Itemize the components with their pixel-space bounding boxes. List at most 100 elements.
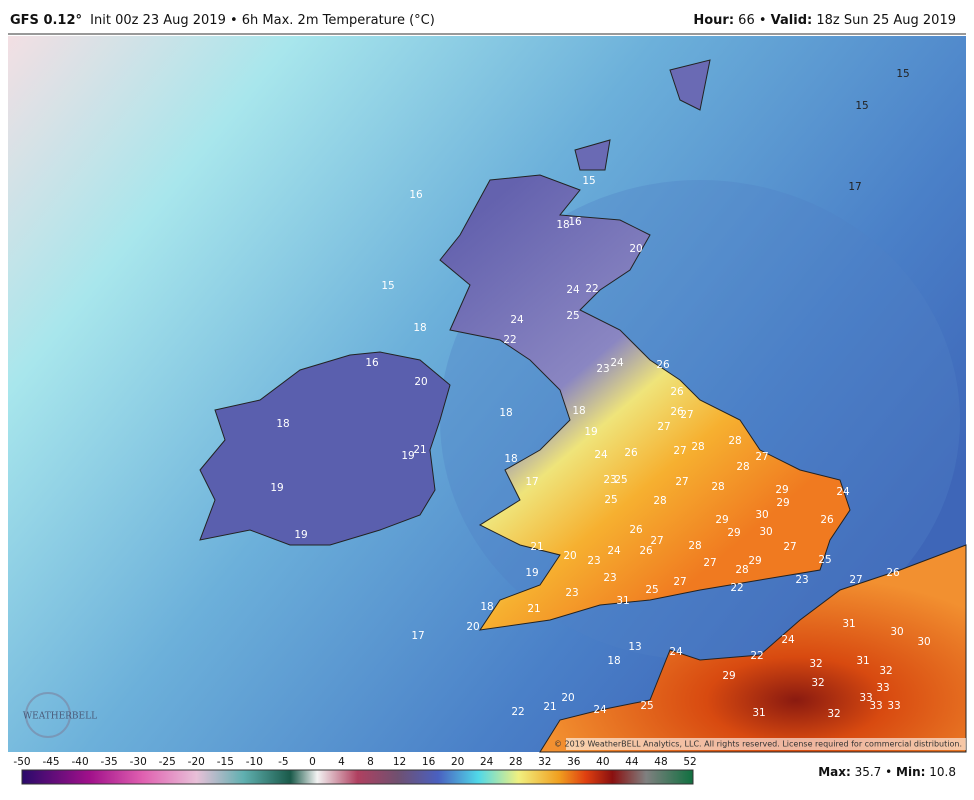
temp-label: 33 [876, 682, 889, 694]
temp-label: 17 [525, 476, 538, 488]
temp-label: 27 [673, 576, 686, 588]
temp-label: 27 [675, 476, 688, 488]
temp-label: 27 [657, 421, 670, 433]
temp-label: 23 [603, 474, 616, 486]
temp-label: 18 [504, 453, 517, 465]
temp-label: 20 [561, 692, 574, 704]
temp-label: 26 [624, 447, 638, 459]
temp-label: 15 [381, 280, 394, 292]
map: WEATHERBELL © 2019 WeatherBELL Analytics… [8, 36, 967, 753]
temp-label: 27 [783, 541, 796, 553]
temp-label: 26 [670, 406, 684, 418]
great-britain [439, 174, 851, 631]
header: GFS 0.12° Init 00z 23 Aug 2019 • 6h Max.… [10, 13, 435, 28]
colorbar-tick: -10 [246, 756, 263, 768]
temp-label: 24 [781, 634, 795, 646]
temp-label: 24 [607, 545, 621, 557]
temp-label: 27 [703, 557, 716, 569]
temp-label: 19 [525, 567, 538, 579]
temp-label: 29 [722, 670, 735, 682]
colorbar-tick: 48 [654, 756, 667, 768]
logo-mark [25, 692, 71, 738]
temp-label: 13 [628, 641, 641, 653]
temp-label: 32 [879, 665, 892, 677]
temp-label: 19 [270, 482, 283, 494]
temp-label: 30 [759, 526, 772, 538]
temp-label: 26 [656, 359, 670, 371]
temp-label: 33 [887, 700, 900, 712]
temp-label: 24 [593, 704, 607, 716]
temp-label: 31 [842, 618, 855, 630]
colorbar-tick: -25 [159, 756, 176, 768]
temp-label: 18 [607, 655, 620, 667]
temp-label: 31 [616, 595, 629, 607]
colorbar-tick: 20 [451, 756, 464, 768]
temp-label: 22 [585, 283, 598, 295]
colorbar [21, 769, 694, 785]
temp-label: 15 [582, 175, 595, 187]
valid-label: Valid: [771, 13, 813, 28]
temp-label: 25 [566, 310, 579, 322]
temp-label: 28 [736, 461, 749, 473]
colorbar-tick: 8 [367, 756, 374, 768]
logo: WEATHERBELL [23, 712, 97, 722]
temp-label: 16 [568, 216, 582, 228]
colorbar-tick: 12 [393, 756, 406, 768]
temp-label: 24 [836, 486, 850, 498]
temp-label: 21 [527, 603, 540, 615]
temp-label: 27 [650, 535, 663, 547]
colorbar-tick: 16 [422, 756, 436, 768]
copyright-bg [566, 738, 966, 750]
temp-label: 32 [827, 708, 840, 720]
temp-label: 23 [565, 587, 578, 599]
temp-label: 28 [728, 435, 741, 447]
colorbar-tick: -15 [217, 756, 234, 768]
colorbar-tick: 0 [309, 756, 316, 768]
temp-label: 32 [809, 658, 822, 670]
temp-label: 24 [510, 314, 524, 326]
footer: Max: 35.7 • Min: 10.8 [818, 765, 956, 779]
temp-label: 23 [596, 363, 609, 375]
temp-label: 33 [869, 700, 882, 712]
temp-label: 30 [755, 509, 768, 521]
colorbar-tick: -20 [188, 756, 205, 768]
colorbar-tick: 4 [338, 756, 345, 768]
temp-label: 29 [748, 555, 761, 567]
temp-label: 32 [811, 677, 824, 689]
temp-label: 27 [755, 451, 768, 463]
temp-label: 16 [365, 357, 379, 369]
orkney [574, 139, 611, 171]
hour-label: Hour: [693, 13, 734, 28]
temp-label: 24 [669, 646, 683, 658]
temp-label: 18 [413, 322, 426, 334]
temp-label: 24 [594, 449, 608, 461]
temp-label: 17 [848, 181, 861, 193]
temp-label: 17 [411, 630, 424, 642]
copyright: © 2019 WeatherBELL Analytics, LLC. All r… [554, 740, 962, 749]
temp-label: 26 [670, 386, 684, 398]
temp-label: 29 [775, 484, 788, 496]
temp-label: 18 [556, 219, 569, 231]
temp-label: 25 [640, 700, 653, 712]
colorbar-tick: 32 [538, 756, 551, 768]
temp-label: 25 [614, 474, 627, 486]
colorbar-tick: -30 [130, 756, 147, 768]
temp-label: 27 [849, 574, 862, 586]
min-label: Min: [896, 765, 925, 779]
temp-label: 22 [511, 706, 524, 718]
temp-label: 25 [818, 554, 831, 566]
valid-info: Hour: 66 • Valid: 18z Sun 25 Aug 2019 [693, 13, 956, 28]
temp-label: 15 [855, 100, 868, 112]
temp-label: 28 [711, 481, 724, 493]
temp-label: 18 [276, 418, 289, 430]
temp-label: 29 [715, 514, 728, 526]
max: 35.7 [855, 765, 882, 779]
temp-label: 33 [859, 692, 872, 704]
temp-label: 24 [566, 284, 580, 296]
shetland [669, 59, 711, 111]
temp-label: 20 [466, 621, 479, 633]
separator: • [885, 765, 892, 779]
subtitle: Init 00z 23 Aug 2019 • 6h Max. 2m Temper… [90, 13, 435, 28]
min: 10.8 [929, 765, 956, 779]
colorbar-tick: 52 [683, 756, 696, 768]
